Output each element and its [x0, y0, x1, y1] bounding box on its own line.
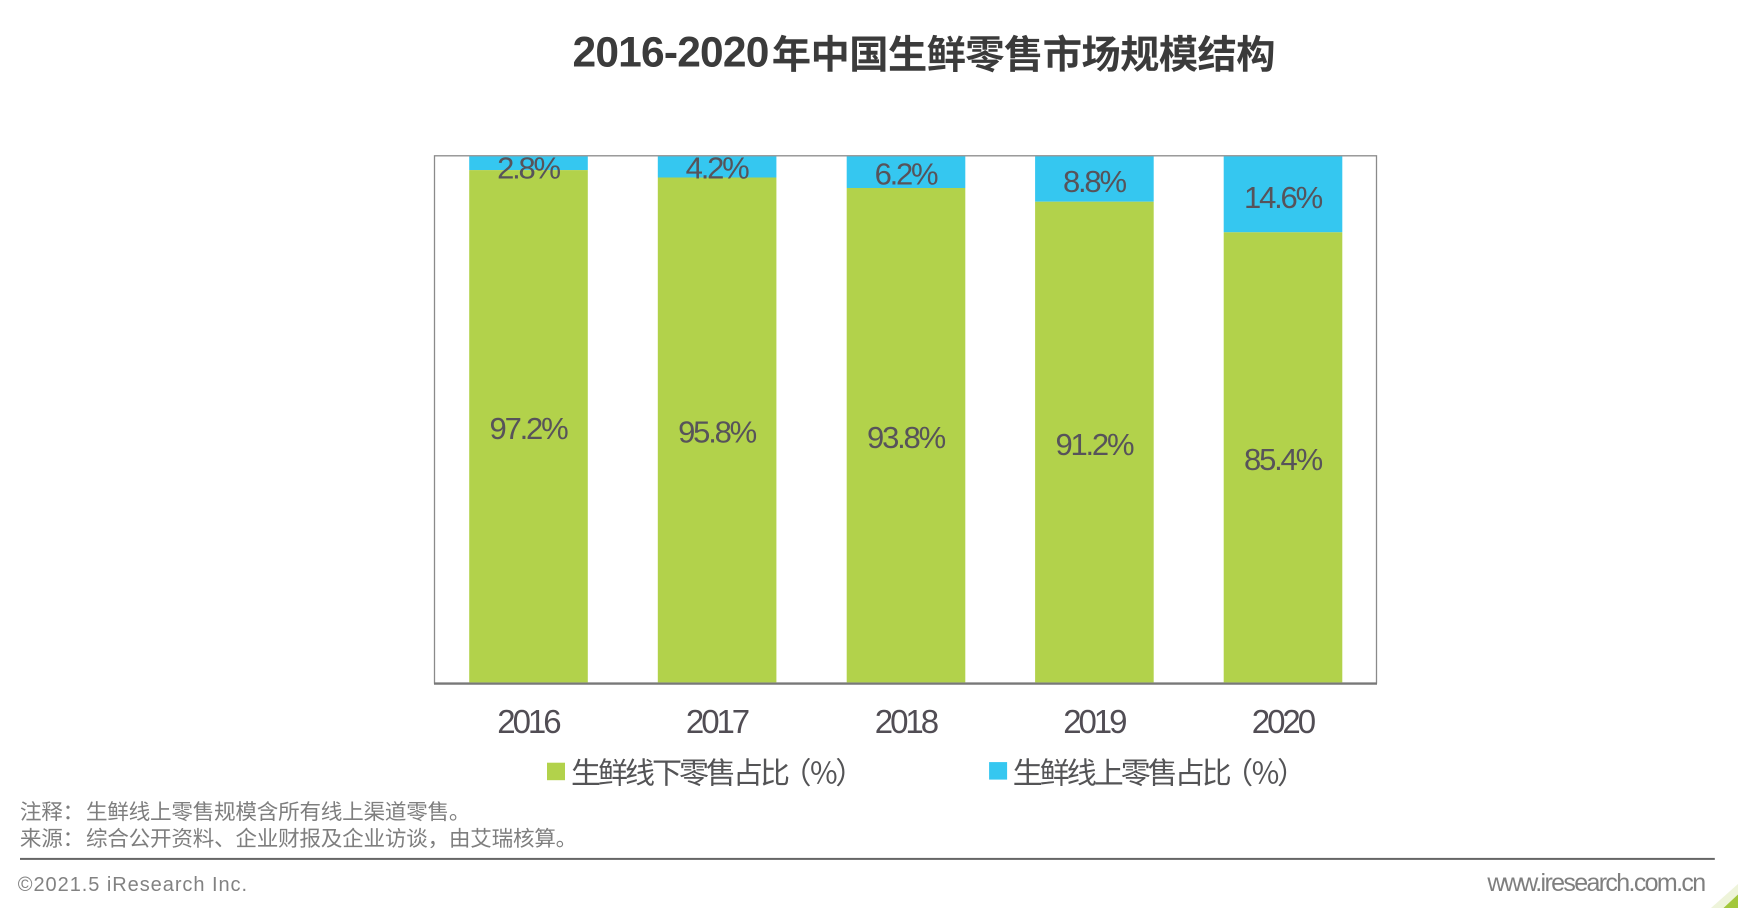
svg-text:14.6%: 14.6% — [1244, 180, 1323, 215]
svg-text:97.2%: 97.2% — [490, 411, 569, 446]
svg-text:2016-2020: 2016-2020 — [573, 30, 769, 77]
svg-text:93.8%: 93.8% — [867, 420, 946, 455]
svg-text:4.2%: 4.2% — [686, 151, 749, 186]
svg-text:2017: 2017 — [686, 703, 749, 740]
svg-text:91.2%: 91.2% — [1055, 427, 1134, 462]
svg-text:2019: 2019 — [1063, 703, 1126, 740]
svg-text:©2021.5 iResearch Inc.: ©2021.5 iResearch Inc. — [18, 874, 248, 896]
svg-text:2018: 2018 — [875, 703, 938, 740]
svg-text:2020: 2020 — [1252, 703, 1316, 740]
svg-text:www.iresearch.com.cn: www.iresearch.com.cn — [1486, 869, 1705, 897]
svg-text:8.8%: 8.8% — [1063, 164, 1126, 199]
svg-text:95.8%: 95.8% — [678, 415, 757, 450]
svg-text:2016: 2016 — [497, 703, 560, 740]
svg-text:6.2%: 6.2% — [875, 156, 938, 191]
svg-text:85.4%: 85.4% — [1244, 442, 1323, 477]
svg-text:2.8%: 2.8% — [497, 150, 560, 185]
